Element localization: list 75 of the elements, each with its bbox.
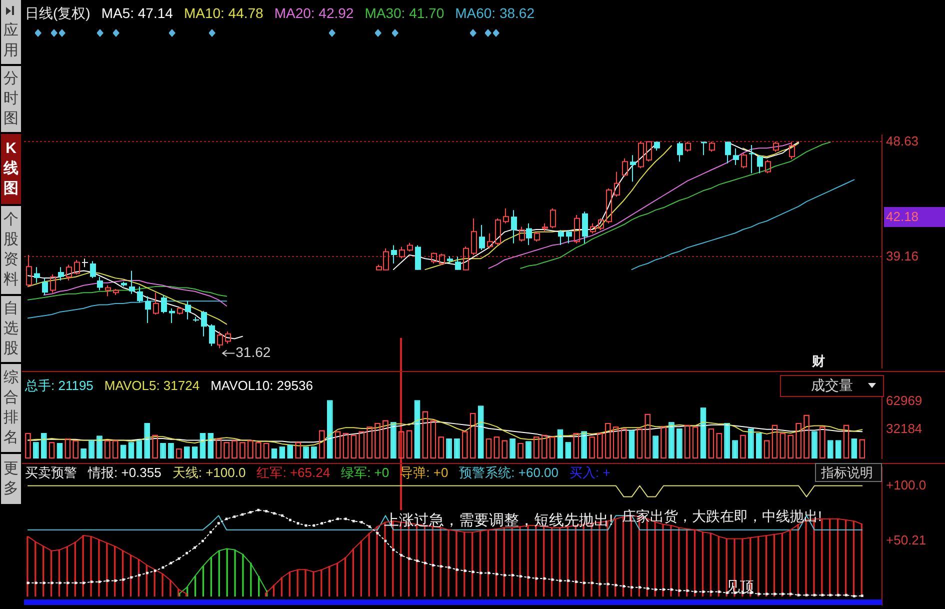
candlestick xyxy=(511,210,517,244)
candlestick xyxy=(42,278,48,296)
candlestick xyxy=(471,218,477,256)
tab: 个股资料 xyxy=(1,206,21,294)
candlestick xyxy=(757,154,763,174)
text: 红军: +65.24 xyxy=(256,464,330,481)
y-tick-label: 48.63 xyxy=(886,133,919,148)
candlestick xyxy=(733,148,739,166)
candlestick xyxy=(209,324,215,347)
text: 情报: +0.355 xyxy=(88,464,162,481)
candlestick xyxy=(455,256,461,270)
tab: 综合排名 xyxy=(1,364,21,452)
candlestick xyxy=(526,222,532,246)
tab: 分时图 xyxy=(1,66,21,132)
y-tick-label: 62969 xyxy=(886,392,922,408)
text: MA60: 38.62 xyxy=(455,4,534,22)
legend-label: 买入: + xyxy=(570,464,610,481)
candlestick xyxy=(614,171,620,198)
candlestick xyxy=(773,141,779,152)
candlestick xyxy=(677,141,683,162)
y-tick-label: +50.21 xyxy=(886,532,926,548)
candlestick xyxy=(129,270,135,294)
candlestick xyxy=(391,244,397,264)
candlestick xyxy=(487,232,493,249)
candlestick xyxy=(34,266,40,284)
candlestick xyxy=(479,224,485,251)
tab: 更多 xyxy=(1,454,21,504)
tab: K线图 xyxy=(1,134,21,204)
text: 总手: 21195 xyxy=(25,377,94,394)
text: MA30: 41.70 xyxy=(364,4,444,22)
candlestick xyxy=(582,211,588,244)
annotation: 31.62 xyxy=(236,344,271,360)
series-label: 天线: +100.0 xyxy=(172,464,246,481)
candlestick xyxy=(169,308,175,324)
chart-title: 买卖预警 xyxy=(25,464,77,481)
candlestick xyxy=(153,292,159,315)
candlestick xyxy=(709,141,715,152)
tab: 自选股 xyxy=(1,296,21,362)
text: MA5: 47.14 xyxy=(101,4,173,22)
candlestick xyxy=(503,208,509,224)
candlestick xyxy=(685,141,691,152)
candlestick xyxy=(566,229,572,244)
chart-title: 日线(复权) xyxy=(25,4,90,22)
text: 绿军: +0 xyxy=(341,464,390,481)
tab: 应用 xyxy=(1,0,21,64)
candlestick xyxy=(97,276,103,291)
candlestick xyxy=(26,254,32,288)
text: 42.18 xyxy=(886,209,919,224)
candlestick xyxy=(701,141,707,156)
candlestick xyxy=(630,154,636,182)
text: MA10: 44.78 xyxy=(184,4,264,22)
text: MAVOL5: 31724 xyxy=(104,377,200,394)
text: MA20: 42.92 xyxy=(274,4,354,22)
annotation: 指标说明 xyxy=(821,465,873,480)
y-tick-label: 39.16 xyxy=(886,248,919,264)
candlestick xyxy=(137,286,143,303)
candlestick xyxy=(725,141,731,164)
candlestick xyxy=(58,266,64,281)
candlestick xyxy=(574,214,580,244)
candlestick xyxy=(638,141,644,169)
candlestick xyxy=(558,229,564,246)
candlestick xyxy=(399,246,405,259)
candlestick xyxy=(201,310,207,337)
candlestick xyxy=(90,260,96,279)
candlestick xyxy=(145,296,151,324)
y-tick-label: +100.0 xyxy=(886,477,926,492)
annotation: 财 xyxy=(811,354,825,369)
text: MAVOL10: 29536 xyxy=(210,377,313,394)
candlestick xyxy=(161,294,167,314)
candlestick xyxy=(185,300,191,320)
text: 预警系统: +60.00 xyxy=(459,464,559,481)
candlestick xyxy=(105,284,111,297)
annotation: 成交量 xyxy=(811,377,853,394)
candlestick xyxy=(415,244,421,270)
y-tick-label: 32184 xyxy=(886,420,922,436)
